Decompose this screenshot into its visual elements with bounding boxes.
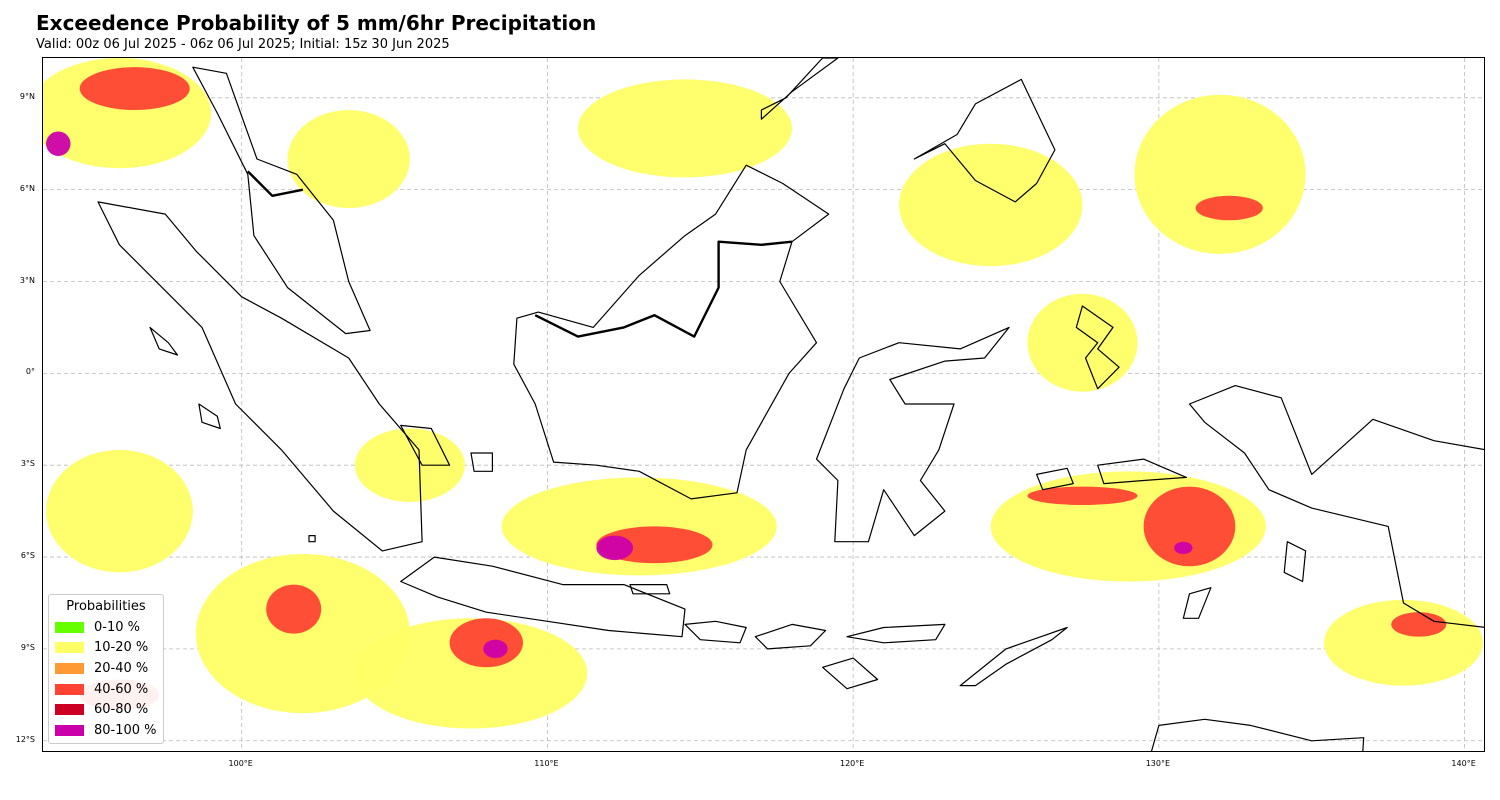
coastline — [192, 66, 371, 335]
legend-swatch — [55, 662, 84, 674]
probability-area — [596, 535, 634, 561]
probability-area — [578, 79, 793, 178]
probability-areas — [43, 58, 1483, 729]
probability-area — [1027, 293, 1138, 392]
coastline — [821, 657, 879, 690]
coastline — [1188, 385, 1484, 628]
legend-title: Probabilities — [66, 599, 146, 614]
legend-swatch — [55, 704, 84, 716]
probability-area — [1174, 541, 1193, 554]
legend-swatch — [55, 621, 84, 633]
legend-item: 40-60 % — [55, 679, 157, 700]
coastline — [308, 535, 316, 543]
latitude-label: 9°N — [19, 91, 35, 101]
probability-area — [1143, 486, 1236, 567]
longitude-label: 140°E — [1451, 759, 1476, 768]
legend-label: 20-40 % — [94, 660, 149, 676]
coastline — [470, 452, 493, 472]
probability-area — [354, 618, 588, 729]
country-border — [534, 240, 793, 338]
probability-area — [46, 449, 193, 573]
coastline — [400, 424, 451, 466]
coastline — [959, 626, 1068, 687]
coastline — [846, 623, 946, 644]
legend-label: 0-10 % — [94, 619, 140, 635]
longitude-label: 130°E — [1145, 759, 1171, 768]
legend-item: 10-20 % — [55, 638, 157, 659]
coastline — [815, 326, 1010, 543]
coastline — [754, 623, 827, 650]
probability-area — [354, 428, 465, 502]
coastline — [1075, 305, 1120, 390]
coastline — [198, 403, 221, 430]
longitude-label: 110°E — [534, 759, 559, 768]
coastline — [149, 326, 179, 356]
latitude-label: 6°N — [19, 183, 35, 193]
probability-area — [79, 67, 190, 111]
probability-area — [1323, 599, 1483, 686]
latitude-label: 0° — [25, 367, 35, 377]
coastline — [1150, 718, 1365, 751]
coastlines — [97, 58, 1484, 751]
coastline — [97, 201, 423, 552]
probability-area — [266, 584, 322, 634]
probability-area — [46, 131, 71, 156]
longitude-label: 100°E — [228, 759, 253, 768]
latitude-label: 12°S — [15, 734, 35, 744]
map-title: Exceedence Probability of 5 mm/6hr Preci… — [36, 11, 597, 35]
coastline — [400, 556, 686, 638]
legend-item: 60-80 % — [55, 699, 157, 720]
probability-area — [1134, 94, 1306, 254]
legend-swatch — [55, 683, 84, 695]
longitude-label: 120°E — [839, 759, 865, 768]
probability-area — [1195, 195, 1263, 221]
probability-area — [287, 110, 410, 209]
latitude-label: 3°N — [19, 275, 35, 285]
legend-swatch — [55, 642, 84, 654]
country-border — [246, 170, 304, 198]
coastline — [1283, 541, 1307, 583]
coastline — [684, 620, 747, 644]
coastline — [1035, 467, 1074, 491]
probability-area — [899, 143, 1083, 267]
legend-label: 80-100 % — [94, 722, 157, 738]
latitude-label: 6°S — [20, 551, 35, 561]
legend-item: 0-10 % — [55, 617, 157, 638]
legend: Probabilities 0-10 % 10-20 % 20-40 % 40-60 … — [48, 594, 164, 744]
legend-label: 10-20 % — [94, 640, 149, 656]
latitude-label: 3°S — [20, 459, 35, 469]
latitude-label: 9°S — [20, 642, 35, 652]
coastline — [760, 58, 839, 120]
probability-area — [483, 639, 508, 659]
legend-swatch — [55, 724, 84, 736]
probability-area — [1391, 612, 1447, 637]
coastline — [1097, 458, 1188, 485]
legend-item: 20-40 % — [55, 658, 157, 679]
coastline — [1182, 587, 1212, 619]
legend-item: 80-100 % — [55, 720, 157, 741]
legend-label: 60-80 % — [94, 702, 149, 718]
probability-area — [1027, 486, 1138, 506]
precipitation-map — [43, 58, 1484, 751]
map-panel — [42, 57, 1485, 752]
coastline — [629, 583, 671, 595]
legend-label: 40-60 % — [94, 681, 149, 697]
coastline — [913, 78, 1056, 203]
probability-area — [449, 618, 523, 668]
coastline — [513, 164, 830, 500]
country-borders — [246, 170, 793, 338]
map-subtitle: Valid: 00z 06 Jul 2025 - 06z 06 Jul 2025… — [36, 37, 450, 52]
